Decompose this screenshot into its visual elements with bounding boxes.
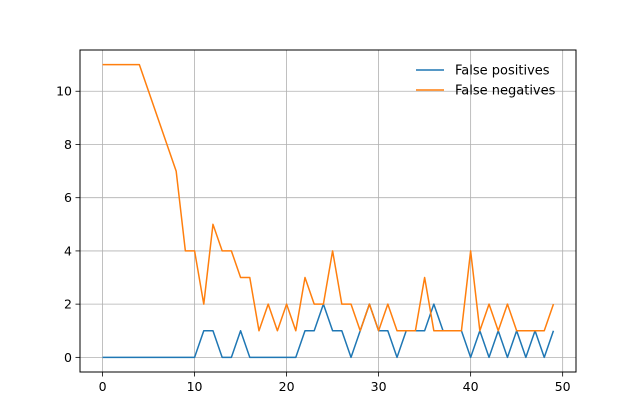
x-tick-label: 30 — [371, 379, 387, 394]
y-tick-label: 6 — [64, 190, 72, 205]
y-tick-label: 10 — [56, 84, 72, 99]
x-tick-label: 20 — [279, 379, 295, 394]
x-tick-label: 40 — [463, 379, 479, 394]
y-tick-label: 0 — [64, 350, 72, 365]
legend-label-1: False positives — [455, 64, 550, 79]
y-tick-label: 8 — [64, 137, 72, 152]
x-tick-label: 10 — [187, 379, 203, 394]
axis-ticks: 0 10 20 30 40 50 0 2 4 6 8 10 — [56, 84, 571, 394]
y-tick-label: 2 — [64, 297, 72, 312]
legend-label-2: False negatives — [455, 84, 556, 99]
x-tick-label: 0 — [99, 379, 107, 394]
series-line-2 — [102, 63, 555, 332]
series-line-1 — [102, 303, 555, 359]
grid-lines — [80, 50, 576, 372]
legend: False positives False negatives — [416, 64, 556, 99]
x-tick-label: 50 — [555, 379, 571, 394]
plot-frame — [79, 49, 577, 373]
y-tick-label: 4 — [64, 243, 72, 258]
series-layer — [102, 63, 555, 359]
